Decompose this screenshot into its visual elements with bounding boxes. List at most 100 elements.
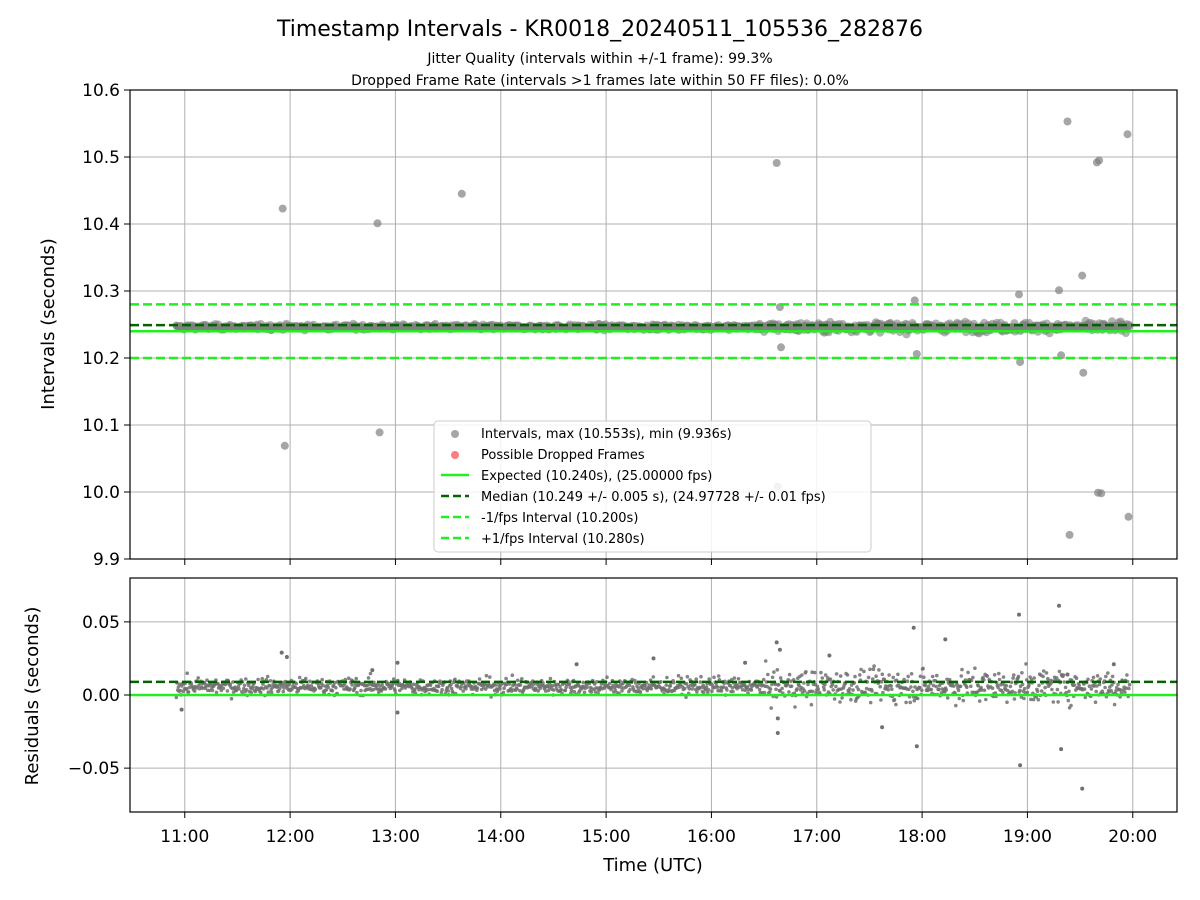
residual-point bbox=[731, 689, 735, 694]
residual-point bbox=[954, 703, 958, 708]
residual-point bbox=[435, 689, 440, 693]
interval-outlier-point bbox=[1015, 290, 1023, 299]
residual-point bbox=[870, 689, 874, 693]
residual-point bbox=[849, 697, 853, 702]
residual-point bbox=[909, 685, 913, 689]
legend: Intervals, max (10.553s), min (9.936s) P… bbox=[433, 420, 872, 553]
residual-point bbox=[563, 688, 568, 693]
residual-point bbox=[693, 682, 697, 687]
residual-point bbox=[630, 677, 634, 682]
residual-point bbox=[868, 667, 872, 672]
residual-point bbox=[891, 675, 895, 680]
residual-point bbox=[1039, 689, 1044, 693]
legend-marker-intervals bbox=[451, 430, 459, 438]
residual-outlier-point bbox=[651, 656, 656, 661]
residual-point bbox=[966, 670, 970, 675]
intervals-ytick-label: 9.9 bbox=[93, 550, 120, 570]
residual-point bbox=[716, 674, 721, 678]
residual-point bbox=[778, 676, 783, 680]
residual-point bbox=[920, 688, 924, 693]
residual-point bbox=[178, 688, 183, 693]
residual-point bbox=[294, 681, 299, 686]
residual-point bbox=[921, 666, 925, 671]
residual-point bbox=[811, 689, 815, 694]
intervals-ytick-label: 10.3 bbox=[82, 282, 120, 302]
residual-point bbox=[1009, 680, 1014, 685]
residual-outlier-point bbox=[395, 710, 400, 715]
residual-point bbox=[1016, 674, 1021, 679]
residual-point bbox=[1066, 698, 1071, 703]
residual-point bbox=[195, 686, 199, 690]
interval-outlier-point bbox=[278, 204, 287, 213]
residual-point bbox=[613, 688, 617, 692]
residual-outlier-point bbox=[911, 625, 916, 630]
interval-outlier-point bbox=[373, 219, 382, 228]
residual-point bbox=[721, 685, 726, 689]
residual-point bbox=[699, 674, 703, 679]
residuals-y-ticks: −0.05 0.00 0.05 bbox=[68, 613, 130, 779]
residual-point bbox=[822, 688, 827, 692]
residual-point bbox=[868, 700, 873, 705]
residual-outlier-point bbox=[1111, 662, 1116, 667]
residual-point bbox=[834, 684, 838, 689]
residual-point bbox=[334, 685, 338, 690]
interval-outlier-point bbox=[1055, 286, 1063, 295]
intervals-ytick-label: 10.6 bbox=[82, 81, 120, 101]
residual-point bbox=[690, 687, 694, 691]
residual-point bbox=[1041, 674, 1045, 679]
residual-point bbox=[982, 688, 987, 693]
residual-point bbox=[411, 682, 416, 687]
residual-outlier-point bbox=[179, 707, 184, 712]
residual-point bbox=[659, 680, 663, 684]
residual-point bbox=[464, 687, 468, 691]
residual-point bbox=[333, 680, 337, 685]
residual-point bbox=[862, 669, 866, 674]
residual-point bbox=[1001, 690, 1005, 695]
residual-point bbox=[184, 687, 189, 691]
residual-point bbox=[1098, 677, 1103, 681]
residual-point bbox=[762, 690, 767, 695]
residual-point bbox=[858, 673, 862, 677]
residual-point bbox=[872, 664, 876, 668]
residual-point bbox=[589, 690, 594, 694]
residual-outlier-point bbox=[1059, 747, 1064, 752]
residual-point bbox=[845, 673, 850, 677]
residual-point bbox=[210, 688, 215, 693]
residual-point bbox=[428, 683, 433, 687]
residuals-y-axis-label: Residuals (seconds) bbox=[22, 607, 43, 786]
residual-point bbox=[1031, 697, 1036, 702]
interval-outlier-point bbox=[1123, 130, 1132, 139]
residual-point bbox=[719, 689, 724, 693]
residual-point bbox=[281, 689, 286, 694]
residual-point bbox=[838, 700, 842, 704]
residual-point bbox=[1054, 676, 1059, 680]
residual-point bbox=[904, 700, 908, 705]
residual-point bbox=[543, 689, 548, 693]
residual-point bbox=[242, 686, 246, 691]
chart-subtitle-dropped: Dropped Frame Rate (intervals >1 frames … bbox=[351, 73, 849, 89]
interval-outlier-point bbox=[457, 189, 466, 198]
residual-point bbox=[368, 671, 373, 676]
residual-point bbox=[446, 689, 451, 693]
intervals-ytick-label: 10.1 bbox=[82, 416, 120, 436]
residual-point bbox=[1114, 689, 1118, 693]
residual-point bbox=[649, 687, 654, 691]
residual-point bbox=[800, 673, 804, 677]
residual-point bbox=[174, 695, 179, 700]
residual-point bbox=[391, 677, 396, 681]
residual-outlier-point bbox=[574, 662, 579, 667]
residual-point bbox=[354, 676, 359, 681]
residual-point bbox=[1095, 684, 1099, 688]
residual-point bbox=[582, 690, 587, 695]
residual-point bbox=[816, 687, 820, 691]
residual-outlier-point bbox=[743, 660, 748, 665]
residual-point bbox=[643, 683, 647, 688]
residual-point bbox=[793, 705, 797, 709]
residual-point bbox=[1020, 682, 1025, 687]
legend-marker-dropped bbox=[451, 451, 459, 459]
residual-point bbox=[889, 684, 893, 688]
residual-point bbox=[926, 684, 931, 689]
residual-point bbox=[268, 679, 273, 683]
residual-point bbox=[896, 672, 900, 677]
residual-point bbox=[250, 685, 255, 689]
